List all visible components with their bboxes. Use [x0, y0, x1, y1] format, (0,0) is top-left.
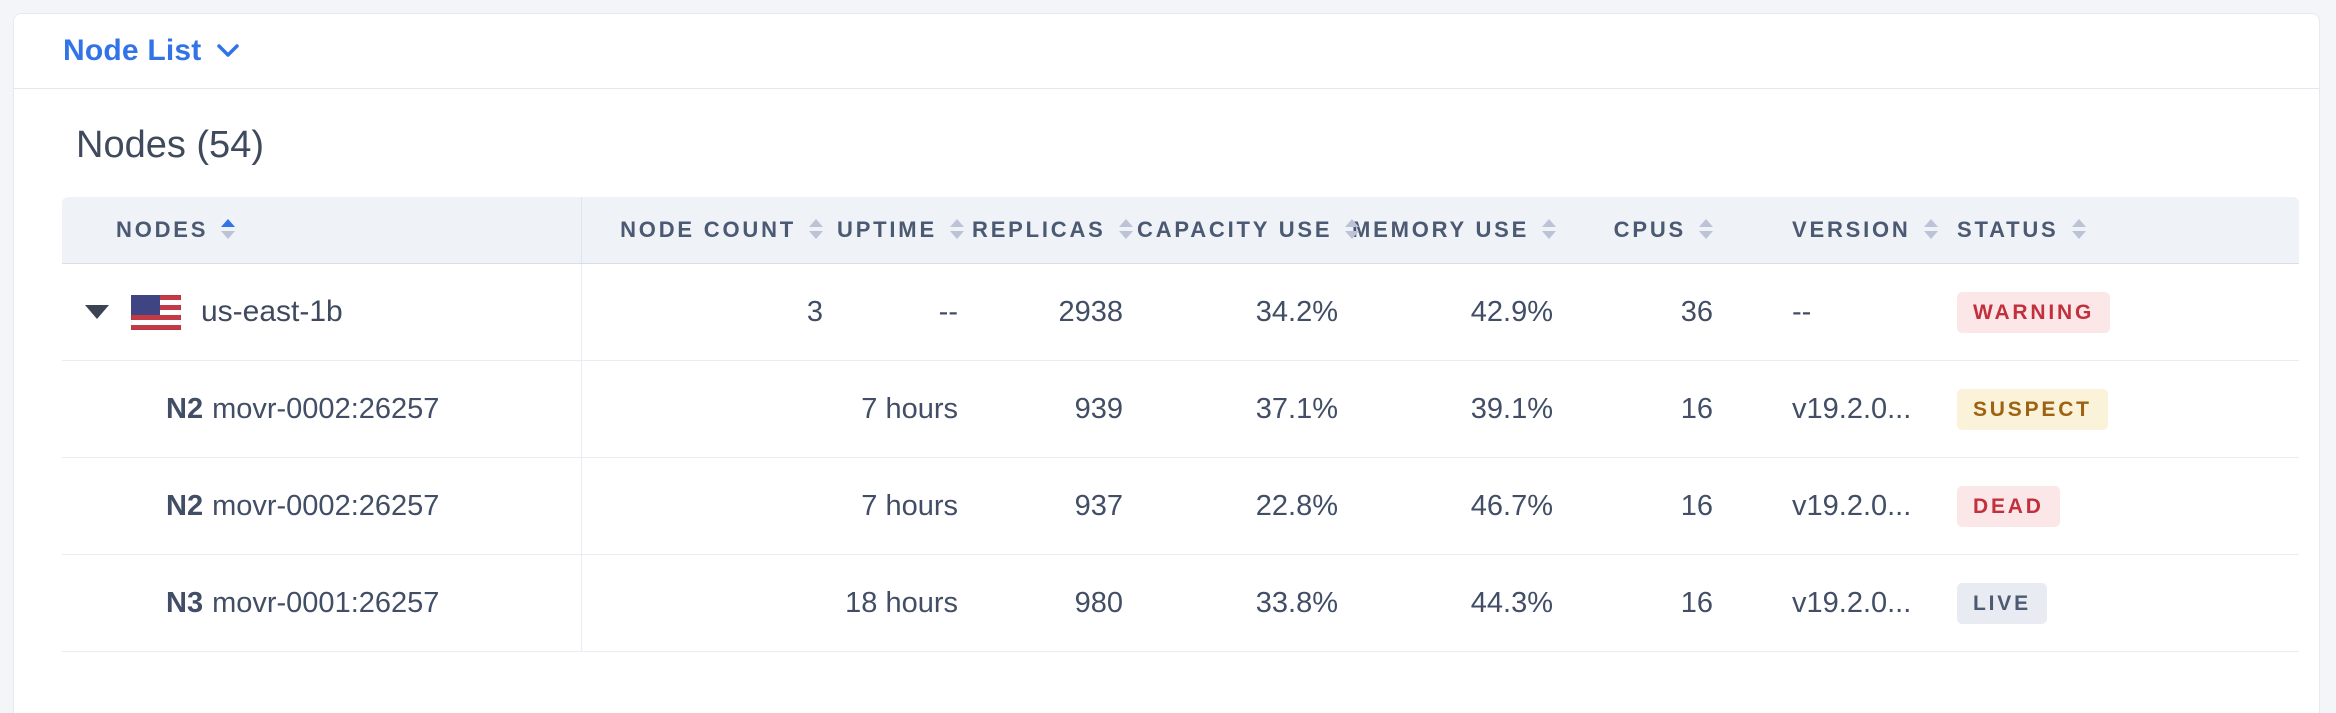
column-label-capacity-use: CAPACITY USE	[1137, 217, 1333, 242]
sort-arrows-icon	[949, 219, 964, 240]
page-title: Nodes (54)	[76, 124, 264, 166]
node-id: N3	[166, 586, 204, 619]
cell-replicas: 980	[972, 555, 1137, 652]
cell-capacity-use: 34.2%	[1137, 264, 1352, 361]
us-flag-icon	[131, 294, 181, 330]
sort-arrows-icon	[809, 219, 823, 240]
cell-version: --	[1727, 264, 1902, 361]
cell-cpus: 36	[1567, 264, 1727, 361]
sort-arrows-icon	[1118, 219, 1133, 240]
sort-arrows-icon	[1699, 219, 1713, 240]
table-row-node-n3[interactable]: N3 movr-0001:26257 18 hours 980 33.8% 44.…	[62, 555, 2299, 652]
chevron-down-icon	[217, 44, 240, 57]
column-label-replicas: REPLICAS	[972, 217, 1106, 242]
cell-replicas: 939	[972, 361, 1137, 458]
column-label-version: VERSION	[1792, 217, 1911, 242]
region-name: us-east-1b	[201, 295, 343, 328]
sort-arrows-icon	[2071, 219, 2086, 240]
column-header-nodes[interactable]: NODES	[62, 197, 582, 264]
cell-status: SUSPECT	[1902, 361, 2299, 458]
table-header-row: NODES NODE COUNT UPTIME REPLICAS CAPACIT…	[62, 197, 2299, 264]
column-label-uptime: UPTIME	[837, 217, 937, 242]
sort-arrows-icon	[221, 219, 236, 240]
cell-replicas: 937	[972, 458, 1137, 555]
cell-memory-use: 42.9%	[1352, 264, 1567, 361]
cell-memory-use: 44.3%	[1352, 555, 1567, 652]
collapse-caret-icon[interactable]	[85, 305, 109, 319]
node-id: N2	[166, 392, 204, 425]
cell-capacity-use: 33.8%	[1137, 555, 1352, 652]
column-header-node-count[interactable]: NODE COUNT	[582, 197, 837, 264]
node-list-dropdown-label: Node List	[63, 34, 202, 67]
column-header-status[interactable]: STATUS	[1902, 197, 2299, 264]
node-address: movr-0002:26257	[212, 489, 440, 522]
cell-status: WARNING	[1902, 264, 2299, 361]
column-header-uptime[interactable]: UPTIME	[837, 197, 972, 264]
column-label-status: STATUS	[1957, 217, 2059, 242]
node-list-dropdown[interactable]: Node List	[63, 34, 240, 68]
cell-cpus: 16	[1567, 458, 1727, 555]
cell-status: LIVE	[1902, 555, 2299, 652]
cell-status: DEAD	[1902, 458, 2299, 555]
node-address: movr-0002:26257	[212, 392, 440, 425]
cell-node-count: 3	[582, 264, 837, 361]
cell-capacity-use: 22.8%	[1137, 458, 1352, 555]
cell-version: v19.2.0...	[1727, 458, 1911, 555]
column-header-version[interactable]: VERSION	[1727, 197, 1938, 264]
sort-arrows-icon	[1542, 219, 1557, 240]
status-badge-dead: DEAD	[1957, 485, 2060, 527]
status-badge-live: LIVE	[1957, 582, 2047, 624]
status-badge-warning: WARNING	[1957, 291, 2111, 333]
column-header-capacity-use[interactable]: CAPACITY USE	[1137, 197, 1360, 264]
cell-cpus: 16	[1567, 361, 1727, 458]
node-name-cell: N2 movr-0002:26257	[62, 361, 582, 458]
column-label-node-count: NODE COUNT	[620, 217, 796, 242]
cell-memory-use: 39.1%	[1352, 361, 1567, 458]
cell-node-count	[582, 361, 837, 458]
sort-arrows-icon	[1345, 219, 1360, 240]
cell-version: v19.2.0...	[1727, 361, 1911, 458]
cell-uptime: --	[837, 264, 972, 361]
nodes-table: NODES NODE COUNT UPTIME REPLICAS CAPACIT…	[62, 197, 2299, 652]
column-header-memory-use[interactable]: MEMORY USE	[1352, 197, 1567, 264]
status-badge-suspect: SUSPECT	[1957, 388, 2108, 430]
page-topbar: Node List	[14, 14, 2319, 89]
cell-uptime: 18 hours	[837, 555, 972, 652]
cell-version: v19.2.0...	[1727, 555, 1911, 652]
table-row-node-n2-dead[interactable]: N2 movr-0002:26257 7 hours 937 22.8% 46.7…	[62, 458, 2299, 555]
table-row-region-us-east-1b[interactable]: us-east-1b 3 -- 2938 34.2% 42.9% 36 -- W…	[62, 264, 2299, 361]
region-cell: us-east-1b	[62, 264, 582, 361]
node-address: movr-0001:26257	[212, 586, 440, 619]
node-name-cell: N2 movr-0002:26257	[62, 458, 582, 555]
table-row-node-n2[interactable]: N2 movr-0002:26257 7 hours 939 37.1% 39.1…	[62, 361, 2299, 458]
cell-node-count	[582, 555, 837, 652]
column-label-memory-use: MEMORY USE	[1352, 217, 1530, 242]
column-label-nodes: NODES	[116, 217, 209, 242]
sort-arrows-icon	[1923, 219, 1938, 240]
cell-replicas: 2938	[972, 264, 1137, 361]
cell-capacity-use: 37.1%	[1137, 361, 1352, 458]
cell-uptime: 7 hours	[837, 361, 972, 458]
column-header-cpus[interactable]: CPUS	[1567, 197, 1727, 264]
cell-uptime: 7 hours	[837, 458, 972, 555]
column-header-replicas[interactable]: REPLICAS	[972, 197, 1137, 264]
node-list-card: Node List Nodes (54) NODES NODE COUNT UP…	[13, 13, 2320, 713]
column-label-cpus: CPUS	[1613, 217, 1686, 242]
cell-memory-use: 46.7%	[1352, 458, 1567, 555]
cell-node-count	[582, 458, 837, 555]
node-id: N2	[166, 489, 204, 522]
node-name-cell: N3 movr-0001:26257	[62, 555, 582, 652]
cell-cpus: 16	[1567, 555, 1727, 652]
